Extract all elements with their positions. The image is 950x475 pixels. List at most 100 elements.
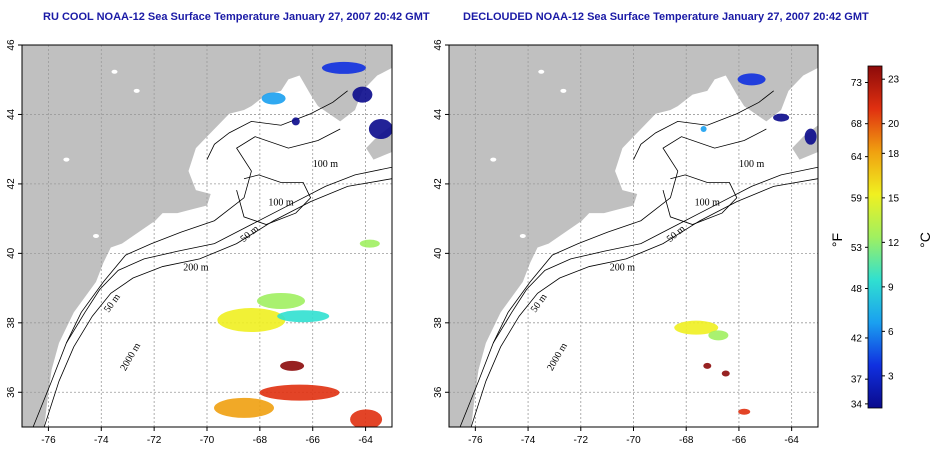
lake <box>111 69 118 74</box>
f-tick-label: 64 <box>851 152 863 163</box>
y-tick-label: 44 <box>433 108 444 120</box>
contour-label: 200 m <box>610 262 636 273</box>
sst-patch <box>721 370 730 377</box>
c-unit-label: °C <box>917 232 933 248</box>
sst-patch <box>738 408 751 415</box>
depth-contour <box>206 90 348 160</box>
sst-patch <box>352 86 373 103</box>
f-tick-label: 59 <box>851 193 863 204</box>
x-tick-label: -76 <box>468 435 483 446</box>
sst-patch <box>257 292 305 309</box>
bathymetry-contours <box>459 90 818 427</box>
y-tick-label: 42 <box>6 178 17 190</box>
f-tick-label: 73 <box>851 78 863 89</box>
c-tick-label: 18 <box>888 149 900 160</box>
sst-patch <box>804 128 817 145</box>
y-tick-label: 44 <box>6 108 17 120</box>
depth-contour <box>459 166 818 427</box>
y-tick-label: 36 <box>433 386 444 398</box>
sst-patch <box>674 320 719 335</box>
y-tick-label: 46 <box>6 39 17 51</box>
x-tick-label: -68 <box>679 435 694 446</box>
sst-patch <box>703 362 712 369</box>
x-tick-label: -66 <box>732 435 747 446</box>
lake <box>490 157 497 162</box>
contour-label: 100 m <box>268 197 294 208</box>
colorbar: 73 68 64 59 53 48 42 37 34 23 20 18 15 12 9 6 3 °F °C <box>829 65 933 410</box>
lake <box>519 234 526 238</box>
c-tick-label: 15 <box>888 193 900 204</box>
f-tick-label: 34 <box>851 399 863 410</box>
colorbar-gradient <box>867 65 883 409</box>
y-tick-label: 40 <box>433 247 444 259</box>
lake <box>63 157 70 162</box>
sst-patch <box>737 73 766 86</box>
x-tick-label: -76 <box>41 435 56 446</box>
f-unit-label: °F <box>829 233 845 247</box>
depth-contour <box>32 166 392 427</box>
f-tick-label: 48 <box>851 284 863 295</box>
sst-data <box>674 73 817 415</box>
sst-patch <box>217 308 286 333</box>
c-tick-label: 23 <box>888 75 900 86</box>
sst-patch <box>261 92 286 105</box>
sst-patch <box>277 310 330 323</box>
c-tick-label: 3 <box>888 371 894 382</box>
sst-patch <box>359 239 380 248</box>
f-tick-label: 42 <box>851 333 863 344</box>
y-tick-label: 38 <box>433 317 444 329</box>
depth-contour <box>236 174 312 225</box>
map-area <box>22 45 392 427</box>
bathymetry-contours <box>32 90 392 427</box>
x-tick-label: -72 <box>574 435 589 446</box>
sst-patch <box>321 61 366 74</box>
depth-contour <box>633 90 774 160</box>
sst-data <box>214 61 392 427</box>
sst-patch <box>214 397 274 418</box>
sst-patch <box>708 330 729 341</box>
y-tick-label: 46 <box>433 39 444 51</box>
y-tick-label: 38 <box>6 317 17 329</box>
map-area <box>449 45 818 427</box>
sst-patch <box>259 384 340 401</box>
sst-patch <box>280 360 305 371</box>
lake <box>538 69 545 74</box>
contour-label: 200 m <box>183 262 209 273</box>
lake <box>133 88 140 93</box>
depth-contour <box>470 178 818 427</box>
contour-label: 100 m <box>695 197 721 208</box>
x-tick-label: -74 <box>521 435 536 446</box>
f-tick-label: 53 <box>851 243 863 254</box>
x-tick-label: -70 <box>200 435 215 446</box>
x-tick-label: -64 <box>358 435 373 446</box>
c-tick-label: 9 <box>888 282 894 293</box>
depth-contour <box>492 128 767 344</box>
x-tick-label: -74 <box>94 435 109 446</box>
contour-label: 100 m <box>313 159 339 170</box>
depth-contour <box>43 178 392 427</box>
y-tick-label: 36 <box>6 386 17 398</box>
sst-patch <box>700 126 707 133</box>
c-tick-label: 20 <box>888 119 900 130</box>
y-tick-label: 40 <box>6 247 17 259</box>
f-tick-label: 37 <box>851 375 863 386</box>
c-tick-label: 6 <box>888 327 894 338</box>
depth-contour <box>662 174 738 225</box>
grid <box>449 45 818 427</box>
f-tick-label: 68 <box>851 119 863 130</box>
sst-patch <box>773 113 790 122</box>
x-tick-label: -68 <box>253 435 268 446</box>
y-tick-label: 42 <box>433 178 444 190</box>
x-tick-label: -70 <box>626 435 641 446</box>
contour-label: 100 m <box>739 159 765 170</box>
map-title-right: DECLOUDED NOAA-12 Sea Surface Temperatur… <box>463 11 869 23</box>
land-mass <box>22 45 392 427</box>
land-mass <box>449 45 818 427</box>
x-tick-label: -72 <box>147 435 162 446</box>
sst-patch <box>368 119 392 140</box>
x-tick-label: -64 <box>784 435 799 446</box>
sst-patch <box>350 409 383 427</box>
